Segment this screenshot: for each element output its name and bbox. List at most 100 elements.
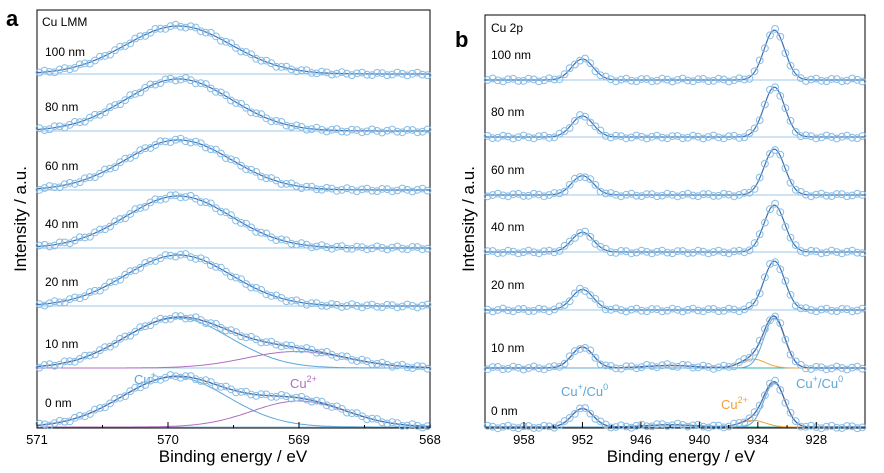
data-point [212,145,220,154]
data-point [858,191,867,199]
data-point [658,246,667,255]
data-point [714,191,723,200]
data-point [70,293,79,302]
data-point [242,103,251,112]
data-point [853,134,862,143]
data-point [571,174,579,183]
data-point [622,247,631,256]
data-point [317,397,326,406]
data-point [735,419,744,427]
data-point [832,362,841,371]
data-point [116,393,124,402]
data-point [191,23,200,32]
data-point [514,363,523,372]
data-point [689,248,697,257]
data-point [807,365,815,373]
data-point [35,300,44,309]
data-point [252,168,261,176]
data-point [257,110,266,119]
data-point [786,350,795,359]
data-point [217,383,225,391]
data-point [606,423,615,432]
data-point [812,362,821,371]
panel-b-tag: Cu 2p [491,21,523,35]
panel-b-annotation-cu-2plus: Cu2+ [721,395,748,412]
data-point [70,179,79,188]
data-point [35,186,44,194]
data-point [343,69,351,78]
data-point [853,75,862,84]
data-point [267,117,276,126]
data-point [560,70,569,79]
data-point [222,154,230,163]
data-point [560,187,569,196]
data-point [75,60,84,69]
data-point [201,256,210,265]
data-point [761,325,769,333]
data-point [694,246,702,255]
data-point [627,133,636,142]
panel-a-x-ticks: 571 570 569 568 [26,422,441,447]
data-point [714,307,723,316]
data-point [408,302,417,310]
data-point [750,124,759,133]
data-point [343,184,351,193]
data-point [413,303,422,312]
data-point [383,71,392,80]
data-point [272,236,281,245]
data-point [423,71,432,80]
data-point [483,192,492,201]
data-point [101,282,109,291]
data-point [292,121,301,130]
data-point [398,184,407,193]
data-point [413,185,422,194]
data-point [571,234,579,242]
data-point [217,207,225,216]
data-point [796,132,805,141]
data-point [65,178,74,187]
panel-a-x-axis-label: Binding energy / eV [159,447,308,466]
data-point [730,419,738,428]
data-point [673,76,682,84]
data-point [586,175,595,184]
data-point [111,395,119,403]
panel-b-y-axis-label: Intensity / a.u. [459,166,478,272]
data-point [817,76,826,85]
data-point [606,75,615,84]
data-point [658,133,667,142]
data-point [363,415,371,424]
data-point [217,149,225,158]
thickness-label: 20 nm [45,275,78,289]
data-point [121,332,130,341]
data-point [418,245,427,254]
data-point [658,74,667,83]
data-point [853,424,862,433]
data-point [408,126,417,134]
data-point [126,91,135,100]
data-point [242,165,251,174]
data-point [699,247,708,256]
data-point [242,387,251,396]
data-point [277,118,286,126]
data-point [606,248,615,257]
data-point [499,191,507,200]
data-point [307,243,316,252]
data-point [332,69,341,78]
panel-b-letter: b [455,27,468,52]
data-point [116,158,124,167]
data-point [853,248,862,257]
data-point [838,305,846,313]
data-point [535,423,543,432]
data-point [237,47,246,56]
data-point [403,245,412,254]
data-point [843,192,851,201]
data-point [363,184,371,193]
data-point [337,186,346,194]
data-point [217,263,225,272]
data-point [827,306,836,315]
data-point [576,404,584,413]
data-point [822,77,831,86]
data-point [297,299,306,307]
data-point [637,363,646,372]
data-point [755,56,764,65]
